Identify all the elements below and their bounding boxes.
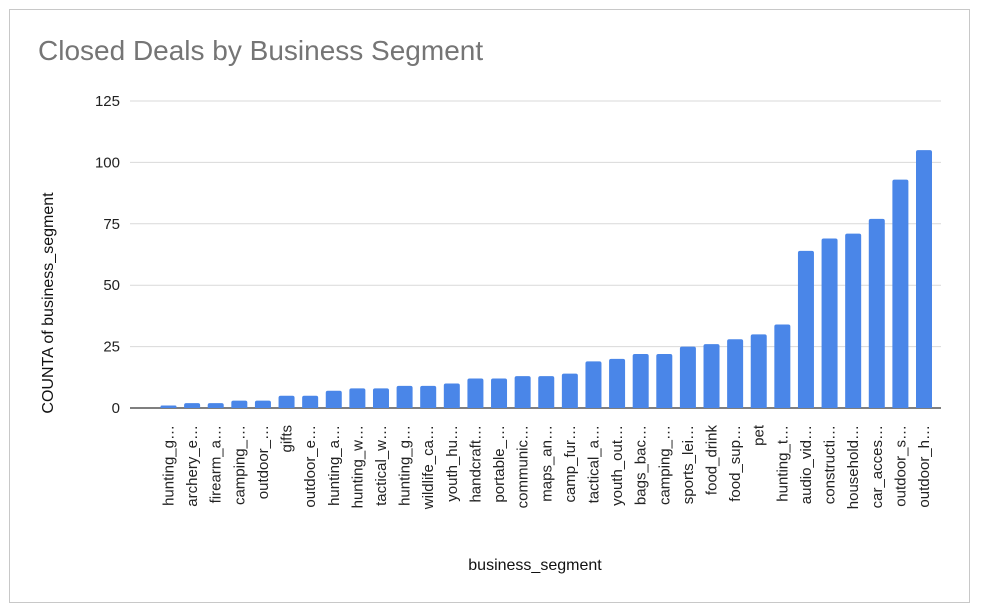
bar <box>750 334 767 408</box>
bar <box>278 395 295 408</box>
bar <box>443 383 460 408</box>
bar <box>325 390 342 408</box>
x-tick-label: hunting_w… <box>349 425 366 508</box>
x-tick-label: communic… <box>515 425 532 508</box>
bar <box>679 346 696 408</box>
bar <box>184 403 201 408</box>
bar <box>349 388 366 408</box>
bar <box>514 376 531 408</box>
bar <box>609 358 626 408</box>
x-tick-label: wildlife_ca… <box>420 425 437 510</box>
x-tick-label: food_sup… <box>727 425 744 502</box>
bar <box>727 339 744 408</box>
y-axis-title: COUNTA of business_segment <box>40 192 57 414</box>
bar <box>916 150 932 408</box>
bar <box>538 376 555 408</box>
bar <box>821 238 838 408</box>
bar <box>632 353 649 408</box>
x-tick-label: sports_lei… <box>680 425 697 504</box>
bar <box>372 388 389 408</box>
x-tick-label: hunting_a… <box>326 425 343 506</box>
x-tick-label: youth_out… <box>609 425 626 506</box>
x-axis-ticks: hunting_g… archery_e… firearm_a… camping_… o… <box>161 424 934 510</box>
bar <box>892 179 909 408</box>
x-tick-label: camp_fur… <box>562 425 579 503</box>
bar <box>656 353 673 408</box>
x-tick-label: tactical_w… <box>373 425 390 506</box>
y-tick-label: 50 <box>103 277 120 294</box>
x-tick-label: outdoor_e… <box>302 425 319 508</box>
x-tick-label: handcraft… <box>467 425 484 503</box>
x-tick-label: firearm_a… <box>208 425 225 503</box>
x-tick-label: hunting_g… <box>161 425 178 506</box>
x-tick-label: audio_vid… <box>798 425 815 504</box>
bar <box>467 378 484 408</box>
gridlines <box>130 100 941 409</box>
x-tick-label: youth_hu… <box>444 425 461 502</box>
x-tick-label: archery_e… <box>184 425 201 507</box>
x-tick-label: tactical_a… <box>585 425 602 503</box>
bar <box>207 403 224 408</box>
x-tick-label: outdoor_s… <box>892 425 909 507</box>
bar <box>160 405 177 408</box>
bar <box>561 373 578 408</box>
chart-title: Closed Deals by Business Segment <box>38 35 484 66</box>
bar <box>585 361 602 408</box>
x-tick-label: constructi… <box>822 425 839 504</box>
x-tick-label: gifts <box>279 425 296 453</box>
y-tick-label: 125 <box>95 93 120 110</box>
bar <box>797 250 814 408</box>
bar <box>420 385 437 408</box>
bar <box>491 378 508 408</box>
x-tick-label: camping_… <box>231 425 248 505</box>
x-axis-title: business_segment <box>468 557 602 574</box>
y-tick-label: 75 <box>103 216 120 233</box>
x-tick-label: portable_… <box>491 425 508 503</box>
bar <box>774 324 791 408</box>
bar <box>231 400 248 408</box>
x-tick-label: food_drink <box>704 425 721 496</box>
y-axis-ticks: 0 25 50 75 100 125 <box>95 93 120 417</box>
y-tick-label: 0 <box>112 400 120 417</box>
x-tick-label: pet <box>751 424 768 446</box>
bar <box>845 233 862 408</box>
x-tick-label: bags_bac… <box>633 425 650 505</box>
bar <box>868 218 885 408</box>
x-tick-label: maps_an… <box>538 425 555 502</box>
x-tick-label: hunting_g… <box>397 425 414 506</box>
bar <box>302 395 319 408</box>
x-tick-label: household… <box>845 425 862 509</box>
x-tick-label: camping_… <box>656 425 673 505</box>
y-tick-label: 100 <box>95 154 120 171</box>
x-tick-label: car_acces… <box>869 425 886 508</box>
bar <box>703 344 720 408</box>
bar <box>396 385 413 408</box>
x-tick-label: hunting_t… <box>774 425 791 502</box>
bars <box>160 150 932 408</box>
x-tick-label: outdoor_… <box>255 425 272 499</box>
x-tick-label: outdoor_h… <box>916 425 933 508</box>
y-tick-label: 25 <box>103 339 120 356</box>
bar <box>254 400 271 408</box>
